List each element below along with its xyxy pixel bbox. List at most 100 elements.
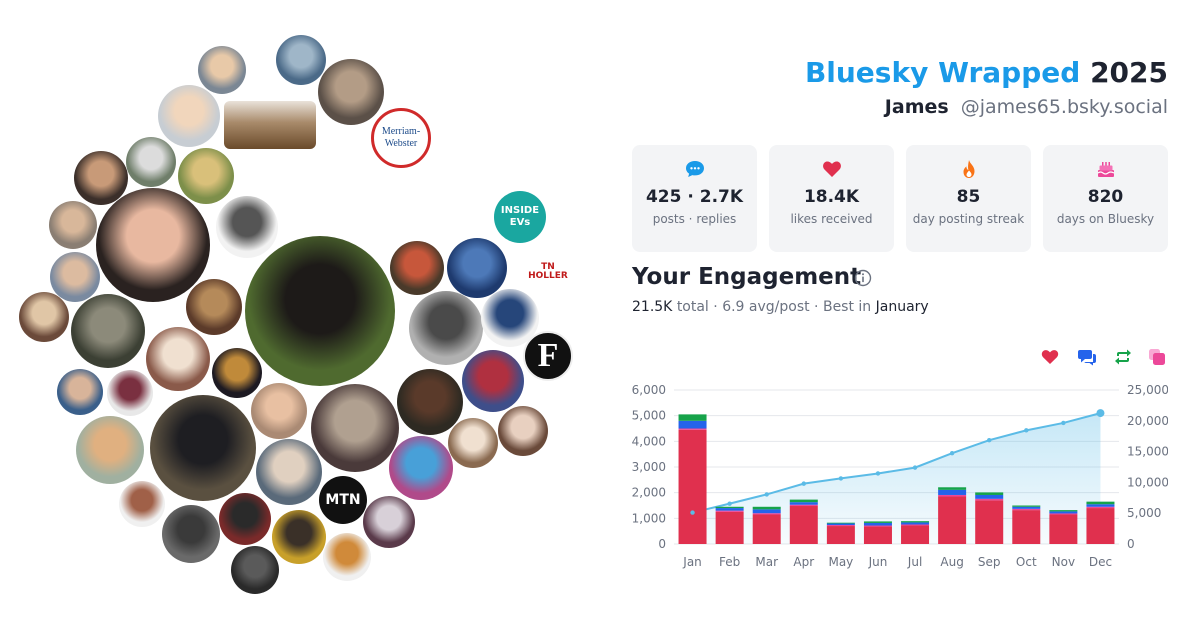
avatar[interactable] xyxy=(272,510,326,564)
bar-segment xyxy=(826,522,855,524)
cumulative-point xyxy=(838,476,844,481)
mtn-logo[interactable]: MTN xyxy=(319,476,367,524)
avatar[interactable] xyxy=(448,418,498,468)
bar-segment xyxy=(715,511,744,544)
heart-icon[interactable] xyxy=(1040,347,1060,367)
bar-segment xyxy=(678,414,707,421)
stat-value: 85 xyxy=(956,187,981,207)
cumulative-point xyxy=(912,465,918,470)
avatar[interactable] xyxy=(318,59,384,125)
avatar[interactable] xyxy=(212,348,262,398)
stat-label: days on Bluesky xyxy=(1056,212,1155,226)
avatar[interactable] xyxy=(256,439,322,505)
stat-label: day posting streak xyxy=(912,212,1025,226)
merriam-webster-logo[interactable]: Merriam- Webster xyxy=(371,108,431,168)
avatar[interactable] xyxy=(71,294,145,368)
engagement-title: Your Engagement xyxy=(632,264,862,290)
avatar[interactable] xyxy=(409,291,483,365)
bar-segment xyxy=(789,504,818,507)
post-thumbnail[interactable] xyxy=(224,101,316,149)
y2-tick-label: 5,000 xyxy=(1127,506,1161,520)
engagement-average: 6.9 avg/post xyxy=(722,299,810,315)
avatar[interactable] xyxy=(447,238,507,298)
avatar[interactable] xyxy=(389,436,453,500)
repost-icon[interactable] xyxy=(1113,347,1133,367)
avatar[interactable] xyxy=(150,395,256,501)
avatar[interactable] xyxy=(216,196,278,258)
bar-segment xyxy=(975,492,1004,495)
bar-segment xyxy=(789,499,818,503)
avatar[interactable] xyxy=(178,148,234,204)
y-tick-label: 4,000 xyxy=(632,434,666,448)
x-tick-label: Mar xyxy=(755,555,778,569)
avatar[interactable] xyxy=(462,350,524,412)
avatar[interactable] xyxy=(498,406,548,456)
avatar[interactable] xyxy=(49,201,97,249)
y2-tick-label: 20,000 xyxy=(1127,414,1168,428)
avatar[interactable] xyxy=(363,496,415,548)
avatar[interactable] xyxy=(390,241,444,295)
avatar[interactable] xyxy=(146,327,210,391)
page-title: Bluesky Wrapped 2025 xyxy=(805,56,1168,89)
y2-tick-label: 10,000 xyxy=(1127,475,1168,489)
engagement-best-month: January xyxy=(875,299,929,315)
avatar[interactable] xyxy=(50,252,100,302)
cumulative-point xyxy=(801,481,806,486)
forbes-logo[interactable]: F xyxy=(523,331,573,381)
cumulative-endpoint xyxy=(1096,409,1105,418)
y2-tick-label: 0 xyxy=(1127,537,1135,551)
avatar[interactable] xyxy=(74,151,128,205)
avatar[interactable] xyxy=(107,370,153,416)
quote-icon[interactable] xyxy=(1147,347,1167,367)
avatar[interactable] xyxy=(198,46,246,94)
x-tick-label: Apr xyxy=(793,555,814,569)
avatar[interactable] xyxy=(119,481,165,527)
bar-segment xyxy=(975,500,1004,544)
avatar[interactable] xyxy=(96,188,210,302)
inside-evs-logo[interactable]: INSIDE EVs xyxy=(494,191,546,243)
stat-label: likes received xyxy=(790,212,873,226)
bar-segment xyxy=(901,525,930,544)
avatar[interactable] xyxy=(323,533,371,581)
avatar[interactable] xyxy=(19,292,69,342)
bar-segment xyxy=(975,494,1004,499)
x-tick-label: Jul xyxy=(907,555,922,569)
bar-segment xyxy=(715,508,744,511)
tn-holler-logo[interactable]: TN HOLLER xyxy=(522,259,574,285)
avatar[interactable] xyxy=(251,383,307,439)
avatar[interactable] xyxy=(231,546,279,594)
avatar[interactable] xyxy=(57,369,103,415)
brand-title: Bluesky Wrapped xyxy=(804,56,1081,89)
avatar[interactable] xyxy=(276,35,326,85)
y2-tick-label: 15,000 xyxy=(1127,445,1168,459)
avatar[interactable] xyxy=(76,416,144,484)
cumulative-point xyxy=(690,510,695,515)
stat-card-streak: 85 day posting streak xyxy=(906,145,1031,252)
avatar[interactable] xyxy=(245,236,395,386)
bar-segment xyxy=(1049,513,1078,515)
bar-segment xyxy=(678,429,707,544)
engagement-summary: 21.5K total · 6.9 avg/post · Best in Jan… xyxy=(632,299,929,315)
info-icon[interactable] xyxy=(854,269,872,287)
avatar[interactable] xyxy=(162,505,220,563)
avatar[interactable] xyxy=(158,85,220,147)
cake-icon xyxy=(1097,162,1114,177)
avatar[interactable] xyxy=(311,384,399,472)
stats-row: 425 · 2.7K posts · replies 18.4K likes r… xyxy=(632,145,1168,252)
bar-segment xyxy=(938,489,967,495)
cumulative-point xyxy=(1024,428,1029,433)
avatar[interactable] xyxy=(186,279,242,335)
bar-segment xyxy=(1086,504,1115,507)
cumulative-point xyxy=(764,492,769,497)
bar-segment xyxy=(1012,506,1041,509)
y-tick-label: 3,000 xyxy=(632,460,666,474)
cumulative-point xyxy=(987,438,992,443)
avatar[interactable] xyxy=(126,137,176,187)
bar-segment xyxy=(938,494,967,497)
bar-segment xyxy=(901,522,930,525)
y2-tick-label: 25,000 xyxy=(1127,383,1168,397)
avatar[interactable] xyxy=(219,493,271,545)
reply-icon[interactable] xyxy=(1077,347,1097,367)
avatar[interactable] xyxy=(397,369,463,435)
logo-text: Webster xyxy=(384,138,418,149)
